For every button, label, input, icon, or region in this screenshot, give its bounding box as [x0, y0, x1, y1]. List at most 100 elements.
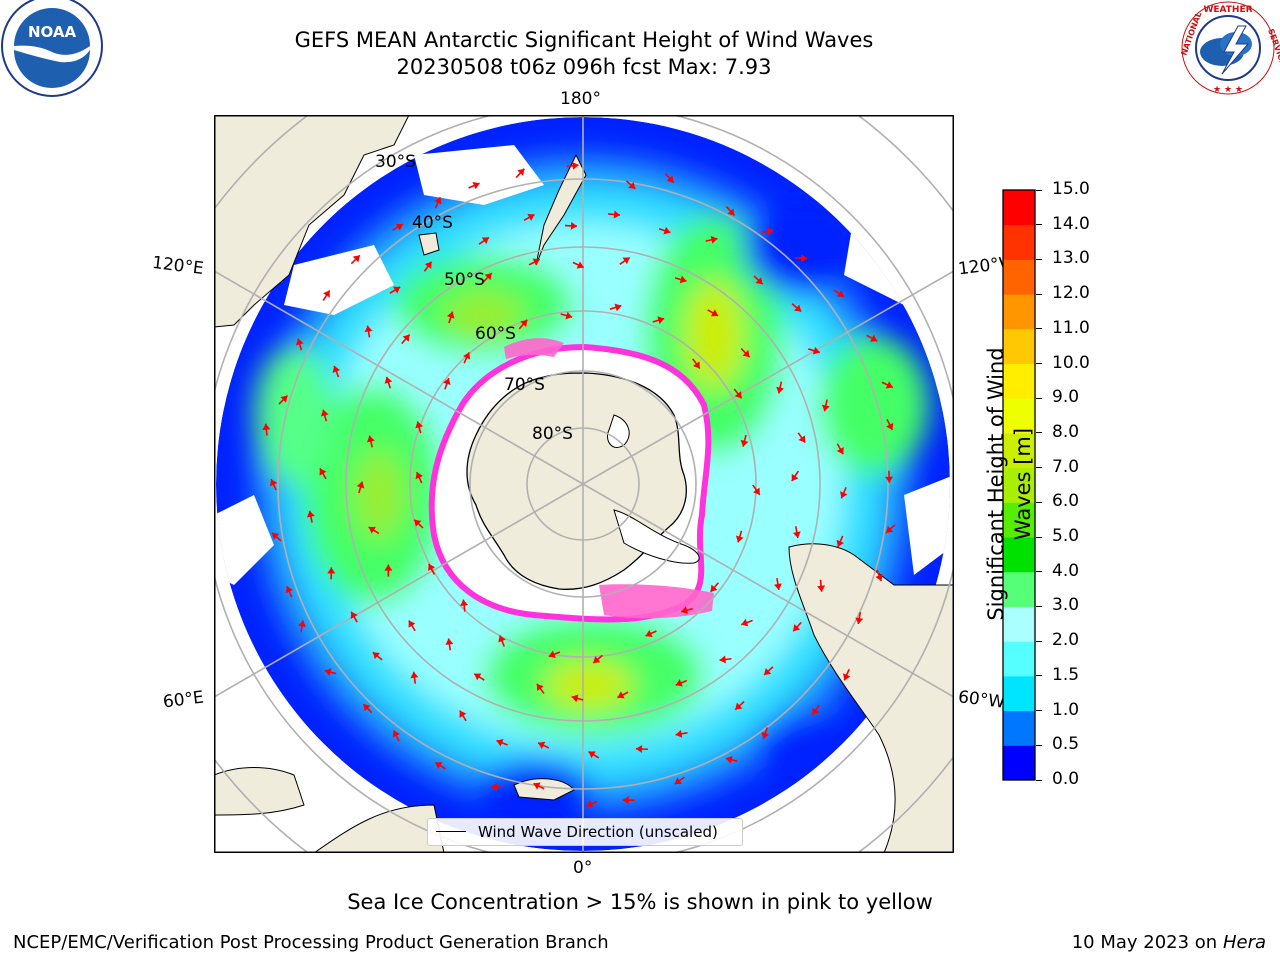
wave-direction-arrowhead — [306, 510, 315, 518]
lon-label-120e: 120°E — [150, 252, 205, 280]
wave-direction-arrowhead — [414, 519, 422, 527]
colorbar-tick-label: 0.5 — [1052, 734, 1080, 755]
sea-ice-note: Sea Ice Concentration > 15% is shown in … — [347, 890, 933, 914]
wave-direction-arrowhead — [570, 221, 578, 230]
colorbar-segment — [1003, 363, 1035, 399]
wave-direction-arrowhead — [764, 667, 772, 675]
wave-direction-arrowhead — [812, 346, 820, 355]
colorbar-tick-label: 12.0 — [1052, 283, 1090, 304]
wave-direction-arrowhead — [674, 777, 682, 785]
wave-direction-arrowhead — [320, 409, 329, 417]
wave-direction-arrowhead — [666, 175, 674, 183]
colorbar — [1002, 189, 1036, 781]
wave-direction-arrowhead — [663, 226, 671, 235]
colorbar-tick-mark — [1036, 467, 1042, 469]
wave-direction-arrowhead — [298, 620, 306, 628]
wave-direction-arrowhead — [773, 583, 782, 590]
wave-direction-arrowhead — [285, 586, 293, 594]
colorbar-tick-mark — [1036, 536, 1042, 538]
wave-direction-arrowhead — [725, 755, 733, 764]
wave-direction-arrowhead — [408, 620, 416, 628]
wave-direction-arrowhead — [445, 638, 454, 645]
colorbar-segment — [1003, 537, 1035, 573]
colorbar-label: Significant Height of Wind Waves [m] — [984, 347, 1035, 621]
wave-direction-arrowhead — [368, 526, 376, 534]
wave-direction-arrowhead — [628, 181, 636, 189]
wave-direction-arrowhead — [498, 635, 506, 643]
wave-direction-arrowhead — [727, 208, 735, 216]
wave-direction-arrowhead — [692, 361, 700, 369]
wave-direction-arrowhead — [735, 702, 743, 710]
colorbar-tick-mark — [1036, 328, 1042, 330]
colorbar-tick-label: 10.0 — [1052, 352, 1090, 373]
colorbar-tick-label: 5.0 — [1052, 526, 1080, 547]
colorbar-segment — [1003, 259, 1035, 295]
wave-direction-arrowhead — [741, 618, 749, 627]
wave-direction-arrowhead — [434, 197, 442, 205]
wave-direction-arrowhead — [719, 655, 726, 664]
colorbar-tick-mark — [1036, 363, 1042, 365]
wave-direction-arrowhead — [384, 564, 393, 571]
colorbar-tick-mark — [1036, 675, 1042, 677]
lon-label-180: 180° — [560, 89, 601, 109]
wave-direction-arrowhead — [565, 311, 573, 320]
lon-label-60e: 60°E — [161, 687, 205, 713]
wave-direction-arrowhead — [710, 309, 719, 317]
colorbar-segment — [1003, 710, 1035, 746]
wave-direction-arrowhead — [761, 731, 770, 739]
wave-direction-arrowhead — [536, 683, 544, 692]
colorbar-tick-mark — [1036, 501, 1042, 503]
wave-direction-arrowhead — [886, 525, 894, 533]
wave-direction-arrowhead — [424, 261, 432, 269]
lat-label-40s: 40°S — [412, 213, 453, 233]
lon-label-0: 0° — [573, 858, 593, 878]
wave-direction-arrowhead — [262, 423, 271, 431]
wave-direction-arrowhead — [800, 254, 808, 263]
wave-direction-arrowhead — [614, 303, 622, 312]
wave-direction-arrowhead — [533, 782, 541, 790]
wave-direction-arrowhead — [735, 535, 744, 543]
colorbar-tick-label: 13.0 — [1052, 248, 1090, 269]
wave-direction-arrowhead — [675, 679, 683, 687]
colorbar-tick-label: 11.0 — [1052, 317, 1090, 338]
chart-subtitle: 20230508 t06z 096h fcst Max: 7.93 — [396, 55, 772, 79]
wave-direction-arrowhead — [496, 739, 504, 747]
colorbar-segment — [1003, 467, 1035, 503]
wave-direction-arrowhead — [484, 273, 492, 281]
wave-direction-arrowhead — [836, 447, 844, 455]
wave-direction-arrowhead — [366, 435, 375, 443]
wave-direction-arrowhead — [363, 704, 371, 712]
colorbar-tick-label: 14.0 — [1052, 213, 1090, 234]
colorbar-segment — [1003, 190, 1035, 226]
wave-direction-arrowhead — [885, 476, 894, 483]
wave-direction-arrowhead — [443, 378, 451, 386]
colorbar-tick-label: 8.0 — [1052, 421, 1080, 442]
wave-direction-arrowhead — [538, 741, 546, 749]
colorbar-tick-mark — [1036, 744, 1042, 746]
wave-direction-arrowhead — [593, 656, 601, 664]
wave-direction-arrowhead — [766, 227, 774, 236]
map-legend: Wind Wave Direction (unscaled) — [427, 818, 743, 846]
wave-direction-arrowhead — [755, 277, 763, 285]
wave-direction-arrowhead — [817, 585, 826, 592]
svg-text:★ ★ ★: ★ ★ ★ — [1213, 85, 1243, 95]
graticule — [214, 115, 954, 853]
wave-direction-arrowhead — [622, 796, 629, 805]
wave-direction-arrowhead — [269, 479, 278, 487]
wave-direction-arrowhead — [645, 629, 653, 638]
wave-direction-arrowhead — [753, 487, 760, 495]
wave-direction-arrowhead — [885, 381, 893, 389]
wave-direction-arrowhead — [364, 325, 373, 333]
wave-direction-arrowhead — [350, 611, 358, 619]
colorbar-segment — [1003, 502, 1035, 538]
colorbar-segment — [1003, 606, 1035, 642]
colorbar-tick-label: 15.0 — [1052, 179, 1090, 199]
wave-direction-arrowhead — [415, 472, 423, 480]
legend-label: Wind Wave Direction (unscaled) — [478, 823, 718, 841]
wave-direction-arrowhead — [384, 376, 393, 384]
wave-direction-arrowhead — [793, 624, 801, 632]
wave-direction-arrowhead — [280, 395, 288, 403]
wave-direction-arrowhead — [836, 290, 845, 297]
lat-label-30s: 30°S — [375, 152, 416, 172]
colorbar-segment — [1003, 571, 1035, 607]
